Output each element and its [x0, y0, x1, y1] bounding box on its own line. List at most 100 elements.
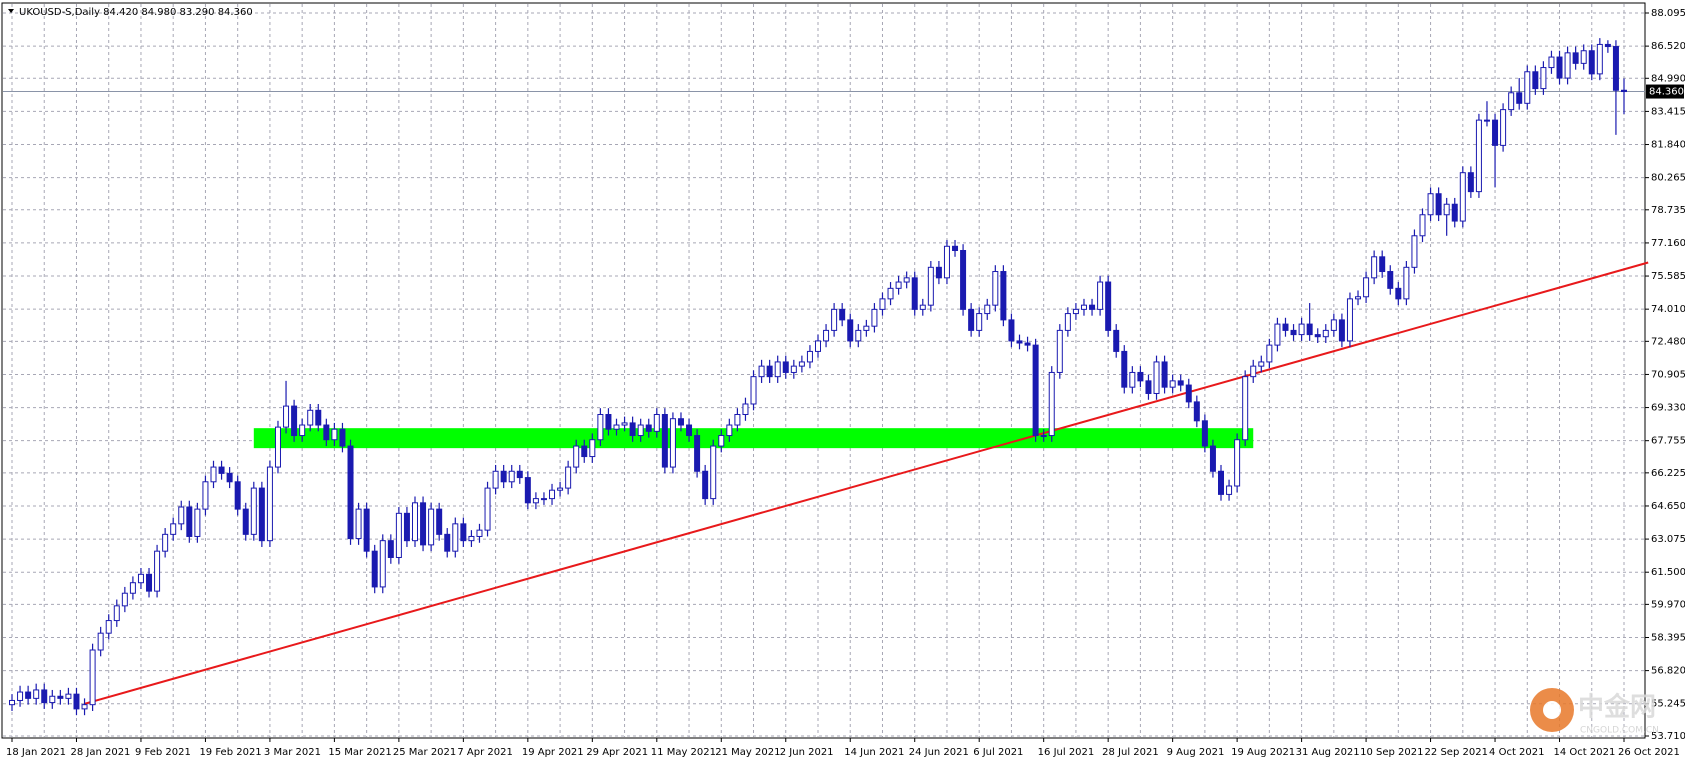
- y-tick-label: 69.330: [1651, 403, 1685, 414]
- candle-body: [798, 361, 805, 367]
- candle-body: [1451, 203, 1458, 222]
- candle-body: [492, 470, 499, 489]
- candle-body: [154, 550, 161, 592]
- candle-body: [1604, 43, 1611, 48]
- candle-body: [605, 414, 612, 430]
- plot-frame: [1, 2, 1646, 739]
- candle-body: [299, 424, 306, 437]
- candle-body: [1016, 340, 1023, 344]
- candle-body: [1355, 296, 1362, 300]
- candle-body: [1379, 256, 1386, 273]
- watermark-logo-inner: [1543, 701, 1561, 719]
- candle-body: [1443, 203, 1450, 216]
- candle-body: [65, 693, 72, 699]
- y-tick-label: 63.075: [1651, 534, 1685, 545]
- candle-body: [1508, 92, 1515, 111]
- x-tick-label: 28 Jan 2021: [70, 747, 130, 758]
- candle-body: [274, 426, 281, 468]
- candle-body: [540, 498, 547, 501]
- x-tick-label: 4 Oct 2021: [1489, 747, 1544, 758]
- candle-body: [1089, 304, 1096, 310]
- candle-body: [9, 699, 15, 706]
- candle-body: [1621, 89, 1627, 93]
- candle-body: [831, 308, 838, 331]
- candle-body: [347, 445, 354, 540]
- candle-body: [1169, 380, 1176, 388]
- x-tick-label: 14 Jun 2021: [844, 747, 904, 758]
- y-tick-label: 74.010: [1651, 304, 1685, 315]
- x-tick-label: 3 Mar 2021: [264, 747, 321, 758]
- candle-body: [226, 472, 233, 483]
- y-tick-label: 84.990: [1651, 73, 1685, 84]
- candle-body: [1330, 319, 1337, 331]
- candle-body: [146, 573, 153, 592]
- candle-body: [1363, 277, 1370, 298]
- candle-body: [1161, 361, 1168, 388]
- candle-body: [960, 249, 967, 310]
- candle-body: [1492, 119, 1499, 146]
- candle-body: [750, 376, 757, 405]
- y-tick-label: 66.225: [1651, 468, 1685, 479]
- candle-body: [1459, 172, 1466, 222]
- candle-body: [1048, 371, 1055, 437]
- candle-body: [113, 605, 120, 622]
- candle-body: [1475, 119, 1482, 193]
- candle-body: [1419, 214, 1426, 237]
- candle-body: [1113, 329, 1120, 352]
- candle-body: [871, 308, 878, 327]
- candle-body: [573, 445, 580, 468]
- candle-body: [291, 405, 298, 437]
- candle-body: [637, 424, 644, 437]
- candle-body: [823, 329, 830, 342]
- candle-body: [1080, 304, 1087, 310]
- candle-body: [686, 424, 693, 437]
- candle-body: [178, 506, 185, 525]
- candle-body: [557, 487, 564, 491]
- candle-body: [1427, 193, 1434, 216]
- candle-body: [452, 523, 459, 552]
- x-tick-label: 18 Jan 2021: [6, 747, 66, 758]
- candle-body: [1282, 323, 1289, 331]
- x-tick-label: 9 Feb 2021: [135, 747, 191, 758]
- candle-body: [1588, 50, 1595, 75]
- candle-body: [242, 508, 249, 535]
- candle-body: [420, 502, 427, 546]
- x-tick-label: 19 Aug 2021: [1231, 747, 1295, 758]
- candle-body: [863, 325, 870, 331]
- candle-body: [1209, 445, 1216, 472]
- candle-body: [887, 287, 894, 300]
- candle-body: [81, 704, 88, 710]
- candle-body: [847, 319, 854, 342]
- candle-body: [976, 313, 983, 331]
- candle-body: [774, 361, 781, 378]
- x-tick-label: 24 Jun 2021: [909, 747, 969, 758]
- candle-body: [1064, 313, 1071, 331]
- candle-body: [1137, 371, 1144, 382]
- y-tick-label: 77.160: [1651, 238, 1685, 249]
- x-tick-label: 2 Jun 2021: [780, 747, 834, 758]
- candle-body: [1540, 67, 1547, 90]
- y-tick-label: 81.840: [1651, 140, 1685, 151]
- candle-body: [1000, 271, 1007, 321]
- watermark: 中金网 CNGOLD.COM.CN: [1530, 688, 1659, 736]
- candle-body: [1395, 287, 1402, 300]
- candle-body: [621, 422, 628, 426]
- candle-body: [1234, 439, 1241, 487]
- candle-body: [726, 424, 733, 437]
- candle-body: [1524, 71, 1531, 104]
- candle-body: [702, 470, 709, 500]
- candle-body: [395, 512, 402, 558]
- candle-body: [710, 445, 717, 500]
- candle-body: [1121, 350, 1128, 388]
- candle-body: [1500, 109, 1507, 146]
- candle-body: [927, 266, 934, 306]
- candle-body: [379, 540, 386, 588]
- y-tick-label: 58.395: [1651, 632, 1685, 643]
- candle-body: [532, 498, 539, 504]
- candle-body: [1612, 46, 1619, 91]
- candle-body: [790, 365, 797, 373]
- last-price-box: [1646, 84, 1684, 99]
- x-tick-label: 11 May 2021: [651, 747, 716, 758]
- candle-body: [307, 409, 314, 426]
- support-zone: [253, 428, 1254, 449]
